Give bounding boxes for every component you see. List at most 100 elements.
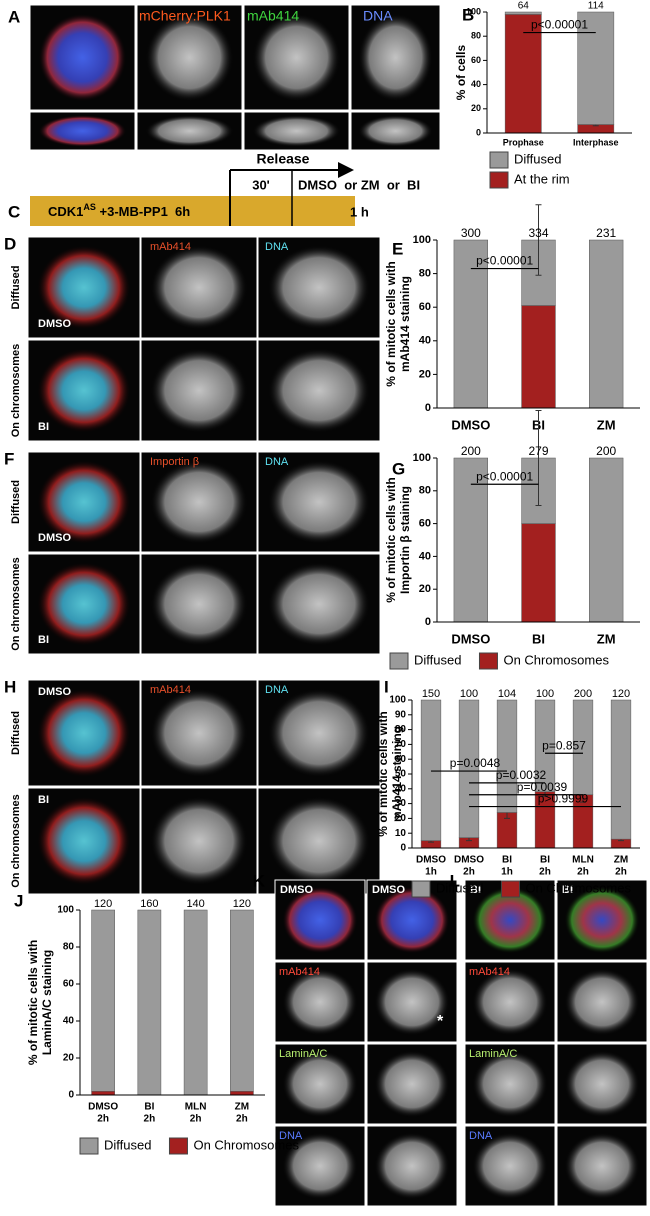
cell: [38, 13, 127, 102]
y-tick-label: 90: [395, 709, 407, 720]
y-tick-label: 80: [395, 724, 407, 735]
cell: [38, 115, 127, 147]
count-label: 150: [422, 688, 440, 700]
x-tick-label: 2h: [236, 1114, 248, 1125]
row-state: On chromosomes: [10, 794, 22, 888]
cell: [150, 348, 248, 433]
count-label: 200: [574, 688, 592, 700]
count-label: 200: [596, 444, 616, 458]
cell: [267, 562, 371, 646]
legend-label: Diffused: [436, 880, 483, 895]
cell: [267, 688, 371, 778]
y-tick-label: 60: [395, 754, 407, 765]
error-bar: [535, 204, 542, 276]
legend-swatch: [489, 171, 509, 189]
cell: [150, 245, 248, 330]
cell: [145, 13, 234, 102]
timeline: C Release 30' DMSO or ZM or BI CDK1AS +3…: [8, 151, 420, 226]
x-tick-label: ZM: [614, 855, 628, 866]
row-treatment: BI: [38, 794, 49, 806]
cell: [358, 13, 433, 102]
panel-letter: G: [392, 459, 405, 478]
cell: [472, 968, 548, 1036]
y-axis-label: mAb414 staining: [398, 276, 412, 372]
y-tick-label: 0: [476, 127, 481, 137]
row-state: Diffused: [10, 711, 22, 755]
cell: [282, 968, 358, 1036]
legend-swatch: [478, 652, 498, 670]
cell: [374, 968, 450, 1036]
cell: [564, 886, 640, 954]
bar-segment: [496, 699, 518, 813]
x-tick-label: 2h: [577, 867, 589, 878]
treatments-label: DMSO or ZM or BI: [298, 177, 420, 192]
cell: [36, 245, 132, 330]
bar-segment: [183, 909, 208, 1096]
pulse-label: 30': [252, 177, 270, 192]
bar-segment: [589, 239, 624, 409]
drug: CDK1: [48, 204, 83, 219]
condition: +3-MB-PP1 6h: [96, 204, 190, 219]
column-label: BI: [470, 884, 481, 896]
bar-segment: [534, 699, 556, 793]
y-tick-label: 70: [395, 739, 407, 750]
channel-label: LaminA/C: [279, 1048, 327, 1060]
count-label: 334: [528, 226, 548, 240]
column-label: DMSO: [372, 884, 405, 896]
x-tick-label: 2h: [615, 867, 627, 878]
x-tick-label: BI: [144, 1102, 154, 1113]
panel-letter: L: [450, 871, 460, 890]
row-treatment: DMSO: [38, 318, 71, 330]
legend-label: At the rim: [514, 171, 570, 186]
column-label: BI: [562, 884, 573, 896]
count-label: 279: [528, 444, 548, 458]
p-value: p<0.00001: [476, 469, 533, 483]
channel-label: DNA: [279, 1130, 303, 1142]
y-tick-label: 100: [389, 695, 406, 706]
count-label: 100: [536, 688, 554, 700]
count-label: 120: [233, 898, 251, 910]
y-tick-label: 80: [419, 485, 431, 497]
y-tick-label: 20: [63, 1053, 75, 1064]
legend-swatch: [79, 1137, 99, 1155]
cell: [36, 562, 132, 646]
count-label: 120: [94, 898, 112, 910]
count-label: 120: [612, 688, 630, 700]
y-tick-label: 40: [395, 783, 407, 794]
x-tick-label: DMSO: [88, 1102, 118, 1113]
y-axis-label: mAb414 staining: [390, 726, 404, 822]
bar-segment: [504, 11, 542, 15]
x-tick-label: MLN: [185, 1102, 207, 1113]
x-tick-label: BI: [540, 855, 550, 866]
release-label: Release: [257, 151, 310, 167]
y-tick-label: 40: [471, 79, 481, 89]
bar-segment: [453, 457, 488, 623]
count-label: 140: [186, 898, 204, 910]
x-tick-label: Interphase: [573, 137, 619, 147]
channel-label: DNA: [265, 684, 289, 696]
p-value: p=0.0032: [496, 768, 547, 782]
y-tick-label: 60: [419, 301, 431, 313]
p-value: p=0.0048: [450, 756, 501, 770]
column-label: DMSO: [280, 884, 313, 896]
panel-letter: D: [4, 234, 16, 253]
x-tick-label: DMSO: [451, 417, 490, 432]
bar-segment: [521, 305, 556, 409]
y-tick-label: 20: [419, 368, 431, 380]
y-axis-label: % of mitotic cells with: [384, 261, 398, 386]
x-tick-label: MLN: [572, 855, 594, 866]
count-label: 160: [140, 898, 158, 910]
count-label: 200: [461, 444, 481, 458]
y-tick-label: 80: [63, 942, 75, 953]
duration-label: 1 h: [350, 204, 369, 219]
panel-letter: I: [384, 677, 389, 696]
x-tick-label: ZM: [597, 417, 616, 432]
x-tick-label: ZM: [235, 1102, 249, 1113]
row-state: On chromosomes: [10, 344, 22, 438]
cell: [150, 460, 248, 544]
y-tick-label: 10: [395, 828, 407, 839]
cell: [267, 348, 371, 433]
cell: [564, 1050, 640, 1118]
bar-segment: [521, 523, 556, 623]
x-tick-label: ZM: [597, 631, 616, 646]
